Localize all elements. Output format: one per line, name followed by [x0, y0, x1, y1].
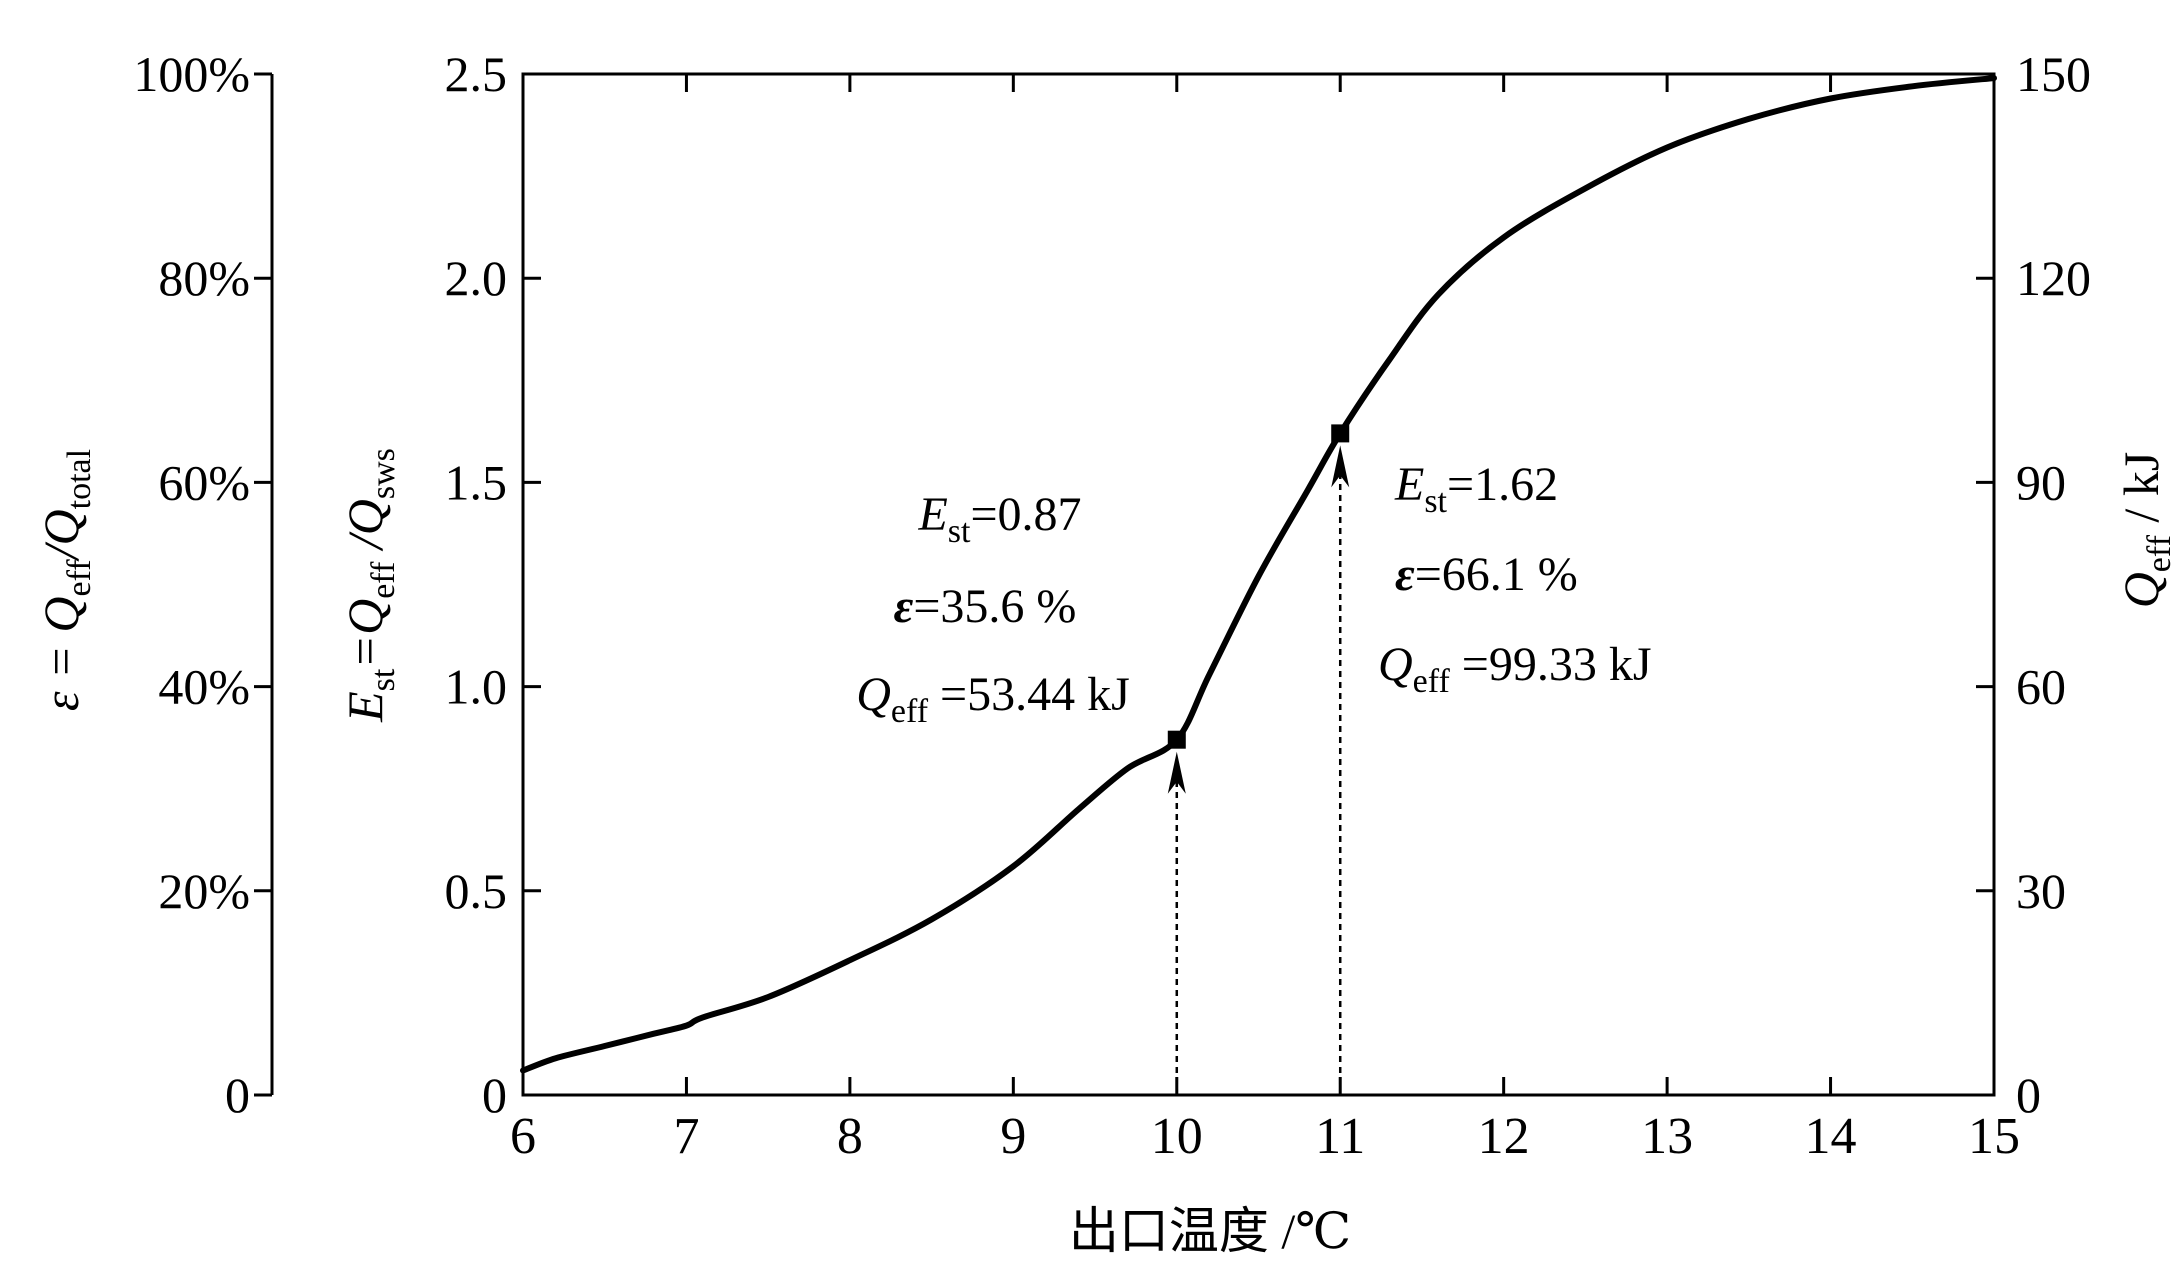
- x-tick-label: 12: [1478, 1108, 1530, 1165]
- x-tick-label: 11: [1315, 1108, 1365, 1165]
- x-tick-label: 10: [1151, 1108, 1203, 1165]
- arrow-head: [1167, 751, 1186, 794]
- y2-axis-label: Qeff / kJ: [2113, 452, 2178, 609]
- y2-axis-ticks: 0 30 60 90 120 150: [1976, 46, 2091, 1123]
- effective-heat-curve: [520, 75, 1997, 1074]
- x-tick-label: 7: [673, 1108, 699, 1165]
- y3-tick-label: 20%: [158, 863, 250, 919]
- y2-tick-label: 30: [2016, 863, 2066, 919]
- x-tick-label: 6: [510, 1108, 536, 1165]
- annotation-10-est: Est=0.87: [917, 488, 1081, 550]
- y-axis-ticks: 0 0.5 1.0 1.5 2.0 2.5: [445, 46, 541, 1123]
- plot-frame: [521, 72, 1996, 1097]
- x-tick-label: 15: [1968, 1108, 2020, 1165]
- y-tick-label: 1.5: [445, 454, 508, 510]
- arrow-head: [1331, 445, 1350, 488]
- x-axis-ticks: 6 7 8 9 10 11 12 13 14 15: [510, 74, 2020, 1165]
- point-marker: [1331, 424, 1350, 443]
- y2-tick-label: 0: [2016, 1067, 2041, 1123]
- x-tick-label: 14: [1805, 1108, 1857, 1165]
- x-tick-label: 8: [837, 1108, 863, 1165]
- annotation-point-10: Est=0.87 ε=35.6 % Qeff =53.44 kJ: [856, 488, 1130, 730]
- y2-tick-label: 90: [2016, 454, 2066, 510]
- y-tick-label: 0.5: [445, 863, 508, 919]
- y3-axis-ticks: 0 20% 40% 60% 80% 100%: [133, 46, 272, 1123]
- y3-tick-label: 80%: [158, 250, 250, 306]
- y3-tick-label: 0: [225, 1067, 250, 1123]
- x-tick-label: 13: [1641, 1108, 1693, 1165]
- y-axis-label: Est=Qeff /Qsws: [337, 448, 402, 723]
- y3-tick-label: 40%: [158, 659, 250, 715]
- annotation-point-11: Est=1.62 ε=66.1 % Qeff =99.33 kJ: [1378, 458, 1652, 700]
- y-tick-label: 2.0: [445, 250, 508, 306]
- annotation-10-qeff: Qeff =53.44 kJ: [856, 668, 1130, 730]
- point-marker: [1167, 730, 1186, 749]
- efficiency-axis-label: ε = Qeff/Qtotal: [33, 449, 98, 711]
- y3-tick-label: 100%: [133, 46, 250, 102]
- annotation-10-eps: ε=35.6 %: [894, 580, 1077, 633]
- y-tick-label: 1.0: [445, 659, 508, 715]
- annotation-11-qeff: Qeff =99.33 kJ: [1378, 638, 1652, 700]
- y2-tick-label: 60: [2016, 659, 2066, 715]
- y2-tick-label: 150: [2016, 46, 2091, 102]
- y-tick-label: 2.5: [445, 46, 508, 102]
- y2-tick-label: 120: [2016, 250, 2091, 306]
- annotated-points: [1167, 424, 1350, 1095]
- x-axis-label: 出口温度 /℃: [1069, 1203, 1351, 1259]
- annotation-11-eps: ε=66.1 %: [1395, 548, 1578, 601]
- annotation-11-est: Est=1.62: [1394, 458, 1558, 520]
- x-tick-label: 9: [1000, 1108, 1026, 1165]
- y-tick-label: 0: [482, 1067, 507, 1123]
- y3-tick-label: 60%: [158, 454, 250, 510]
